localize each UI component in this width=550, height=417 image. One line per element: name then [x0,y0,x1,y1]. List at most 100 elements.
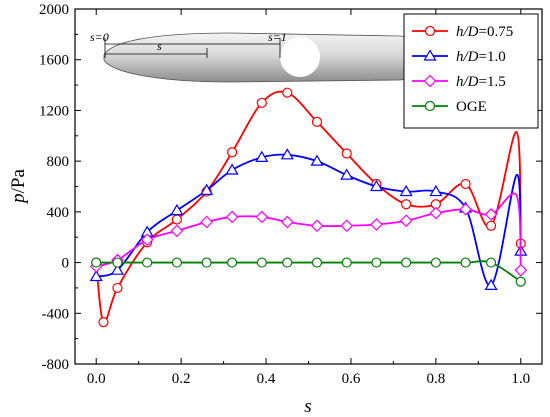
data-point [369,179,383,192]
data-point [226,257,238,268]
data-point [142,257,153,268]
data-point [340,219,354,233]
legend-marker [423,74,437,88]
y-tick-label: -800 [42,357,70,373]
x-axis-title: s [304,396,311,417]
data-point [485,220,497,231]
hull-window [280,37,320,77]
x-tick-label: 1.0 [511,371,530,387]
y-tick-label: -400 [42,306,70,322]
data-point [341,257,352,268]
x-tick-label: 0.4 [257,371,276,387]
data-point [459,202,472,216]
y-tick-label: 1600 [39,53,69,69]
data-point [225,163,239,175]
data-point [310,219,324,233]
data-point [282,257,293,268]
data-point [429,206,443,220]
data-point [140,233,154,247]
data-point [401,199,412,210]
data-point [310,154,324,166]
legend-label-var: h/D [456,24,479,40]
data-point [110,263,124,275]
y-tick-label: 2000 [39,2,69,18]
legend-label-var: h/D [456,49,479,65]
data-point [311,257,323,268]
data-point [280,215,294,229]
x-tick-label: 0.0 [87,371,106,387]
data-point [484,208,498,221]
data-point [256,257,267,268]
legend-marker [423,49,437,61]
data-point [399,214,413,228]
series-3 [91,257,526,287]
legend-label: h/D=0.75 [456,24,513,40]
data-point [430,257,441,268]
legend-marker [424,25,436,37]
y-axis-title-unit: /Pa [8,169,29,194]
x-tick-label: 0.6 [342,371,361,387]
series-layer [89,87,528,328]
data-point [485,257,497,268]
inset-label-s0: s=0 [90,30,109,44]
y-tick-label: 1200 [39,103,69,119]
legend-label: h/D=1.5 [456,74,506,90]
data-point [484,278,498,290]
y-tick-label: 0 [62,256,70,272]
y-tick-label: 400 [47,205,70,221]
legend-label: h/D=1.0 [456,49,506,65]
hull-inset: s=0 s s=1 [90,30,463,83]
data-point [171,214,182,225]
data-point [171,257,182,268]
data-point [226,147,238,158]
data-point [399,184,413,197]
y-axis-title: p/Pa [8,169,29,205]
data-point [370,218,383,231]
legend-label-val: =1.0 [479,49,506,65]
series-1 [89,148,528,290]
legend-marker [424,100,436,112]
data-point [371,257,382,268]
data-point [256,97,267,108]
legend-label-var: h/D [456,74,479,90]
data-point [91,257,102,268]
data-point [98,317,109,328]
inset-label-s1: s=1 [268,30,287,44]
data-point [89,269,103,282]
data-point [225,210,239,224]
data-point [460,257,471,268]
data-point [200,183,214,195]
y-axis-title-var: p [8,193,29,205]
series-line [96,260,522,283]
data-point [311,116,323,127]
data-point [514,263,528,277]
series-line [95,153,522,287]
data-point [255,150,269,162]
data-point [255,210,269,224]
data-point [112,282,123,294]
data-point [429,184,443,197]
inset-label-s: s [157,39,162,53]
y-tick-labels: -800 -400 0 400 800 1200 1600 2000 [39,2,69,373]
data-point [112,257,123,268]
x-tick-label: 0.2 [172,371,191,387]
legend-label-val: =0.75 [479,24,514,40]
data-point [401,257,412,268]
data-point [340,168,354,180]
data-point [200,215,213,229]
data-point [515,276,526,287]
data-point [201,257,212,268]
data-point [282,87,293,98]
data-point [280,148,294,160]
data-point [460,178,471,190]
x-tick-labels: 0.0 0.2 0.4 0.6 0.8 1.0 [87,371,530,387]
data-point [170,203,184,216]
legend-label-val: =1.5 [479,74,506,90]
x-tick-label: 0.8 [426,371,445,387]
y-tick-label: 800 [47,154,70,170]
data-point [341,148,352,159]
legend-label: OGE [456,99,487,115]
